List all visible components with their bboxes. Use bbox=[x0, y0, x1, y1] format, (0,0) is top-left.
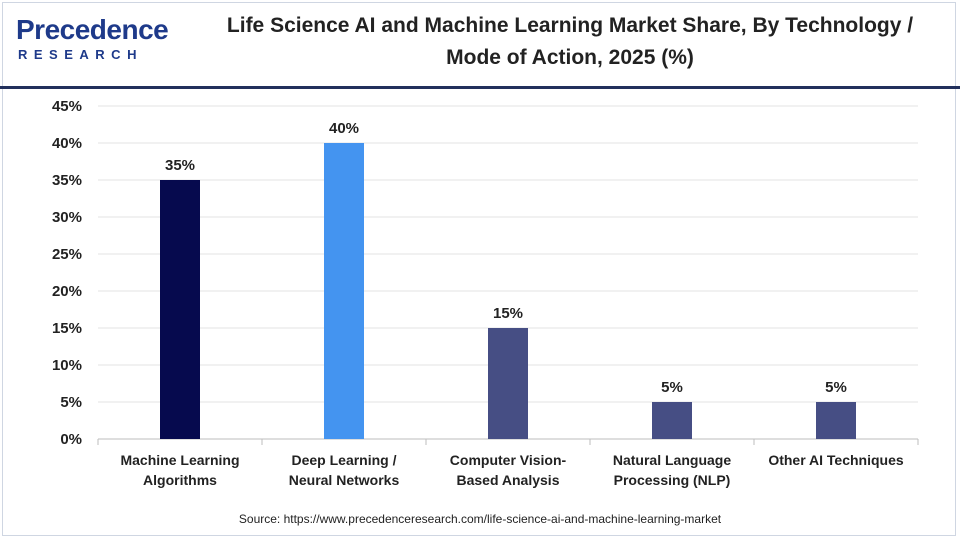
y-tick-label: 40% bbox=[52, 135, 82, 152]
data-label: 5% bbox=[825, 379, 847, 396]
data-label: 5% bbox=[661, 379, 683, 396]
x-tick-label: Machine Learning bbox=[120, 452, 239, 468]
y-tick-label: 0% bbox=[60, 431, 82, 448]
header: Precedence RESEARCH Life Science AI and … bbox=[0, 0, 960, 86]
header-divider bbox=[0, 86, 960, 89]
chart-title: Life Science AI and Machine Learning Mar… bbox=[226, 14, 914, 69]
x-tick-label: Neural Networks bbox=[289, 472, 400, 488]
source-note: Source: https://www.precedenceresearch.c… bbox=[238, 512, 722, 526]
x-tick-label: Other AI Techniques bbox=[768, 452, 904, 468]
data-label: 35% bbox=[165, 157, 195, 174]
y-tick-label: 15% bbox=[52, 320, 82, 337]
y-tick-label: 35% bbox=[52, 172, 82, 189]
x-tick-label: Based Analysis bbox=[457, 472, 560, 488]
data-label: 40% bbox=[329, 120, 359, 137]
y-tick-label: 30% bbox=[52, 209, 82, 226]
bar-chart: 0% 5% 10% 15% 20% 25% 30% 35% 40% 45% 35% Machine L… bbox=[52, 98, 919, 488]
bar bbox=[324, 143, 364, 439]
y-tick-label: 20% bbox=[52, 283, 82, 300]
y-tick-label: 10% bbox=[52, 357, 82, 374]
y-tick-label: 25% bbox=[52, 246, 82, 263]
logo-wordmark: Precedence bbox=[16, 14, 169, 45]
x-tick-label: Algorithms bbox=[143, 472, 217, 488]
x-tick-label: Natural Language bbox=[613, 452, 731, 468]
bar bbox=[816, 402, 856, 439]
data-label: 15% bbox=[493, 305, 523, 322]
x-tick-label: Computer Vision- bbox=[450, 452, 567, 468]
bar bbox=[652, 402, 692, 439]
bar bbox=[488, 328, 528, 439]
precedence-research-logo: Precedence RESEARCH bbox=[16, 14, 169, 70]
x-tick-label: Deep Learning / bbox=[291, 452, 396, 468]
x-tick-label: Processing (NLP) bbox=[614, 472, 731, 488]
y-tick-label: 45% bbox=[52, 98, 82, 115]
y-tick-label: 5% bbox=[60, 394, 82, 411]
bar bbox=[160, 180, 200, 439]
logo-subtext: RESEARCH bbox=[18, 47, 143, 62]
